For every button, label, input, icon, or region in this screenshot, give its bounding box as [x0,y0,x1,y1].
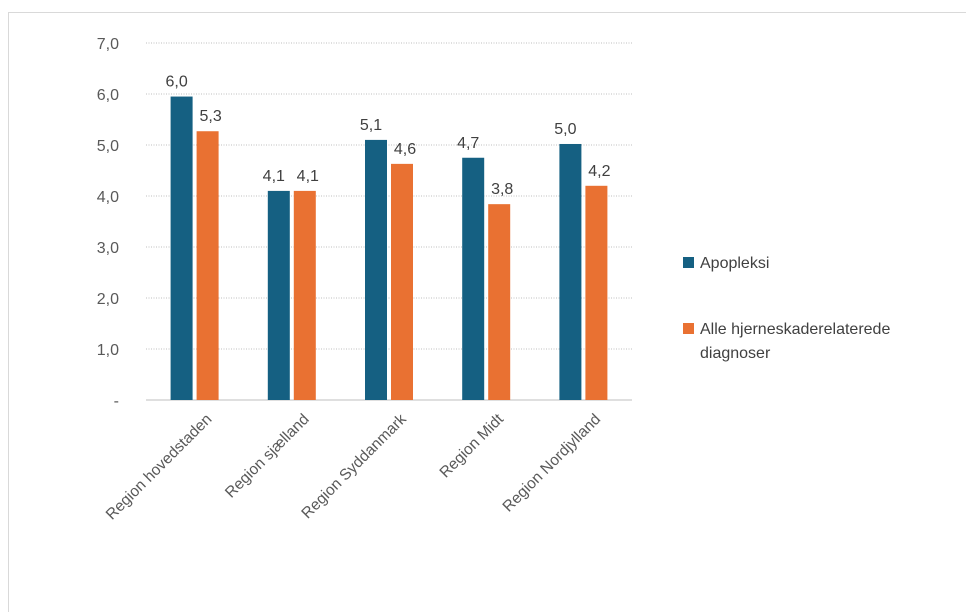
y-tick-label: 2,0 [97,291,119,308]
x-tick-label: Region Midt [437,410,508,481]
bar-apopleksi-2 [365,139,387,400]
data-label: 5,3 [199,108,221,125]
data-label: 4,1 [297,168,319,185]
data-label: 4,7 [457,135,479,152]
bar-alle-3 [488,204,511,400]
x-tick-label: Region hovedstaden [103,411,216,524]
y-tick-label: 6,0 [97,87,119,104]
y-tick-label: 5,0 [97,138,119,155]
legend-label-alle-line2: diagnoser [700,345,771,362]
bar-alle-2 [391,163,413,400]
y-tick-label: 1,0 [97,342,119,359]
y-tick-label: - [114,393,119,410]
chart-frame [8,12,966,612]
x-tick-label: Region Syddanmark [298,411,410,523]
x-tick-label: Region Nordjylland [500,411,605,516]
data-label: 3,8 [491,181,513,198]
y-tick-label: 7,0 [97,36,119,53]
data-labels: 6,0 5,3 4,1 4,1 5,1 4,6 4,7 3,8 5,0 4,2 [165,74,610,199]
x-axis-ticks: Region hovedstaden Region sjællandRegion … [103,410,604,523]
legend-swatch-alle [683,323,694,334]
bar-apopleksi-0 [170,96,193,401]
bars [170,96,608,401]
y-tick-label: 4,0 [97,189,119,206]
data-label: 5,0 [554,121,576,138]
bar-alle-0 [196,131,219,401]
legend-label-alle-line1: Alle hjerneskaderelaterede [700,321,890,338]
bar-apopleksi-4 [559,143,582,401]
data-label: 4,6 [394,141,416,158]
x-tick-label: Region sjælland [222,411,313,502]
bar-apopleksi-1 [267,190,290,400]
data-label: 4,2 [588,163,610,180]
data-label: 6,0 [165,74,187,91]
legend: Apopleksi Alle hjerneskaderelaterede dia… [683,255,890,362]
y-axis-ticks: - 1,0 2,0 3,0 4,0 5,0 6,0 7,0 [97,36,119,410]
y-tick-label: 3,0 [97,240,119,257]
data-label: 4,1 [263,168,285,185]
legend-swatch-apopleksi [683,257,694,268]
data-label: 5,1 [360,117,382,134]
bar-apopleksi-3 [462,157,485,400]
bar-alle-1 [293,190,316,400]
bar-alle-4 [585,185,608,400]
grid-lines [146,42,632,401]
legend-label-apopleksi: Apopleksi [700,255,769,272]
